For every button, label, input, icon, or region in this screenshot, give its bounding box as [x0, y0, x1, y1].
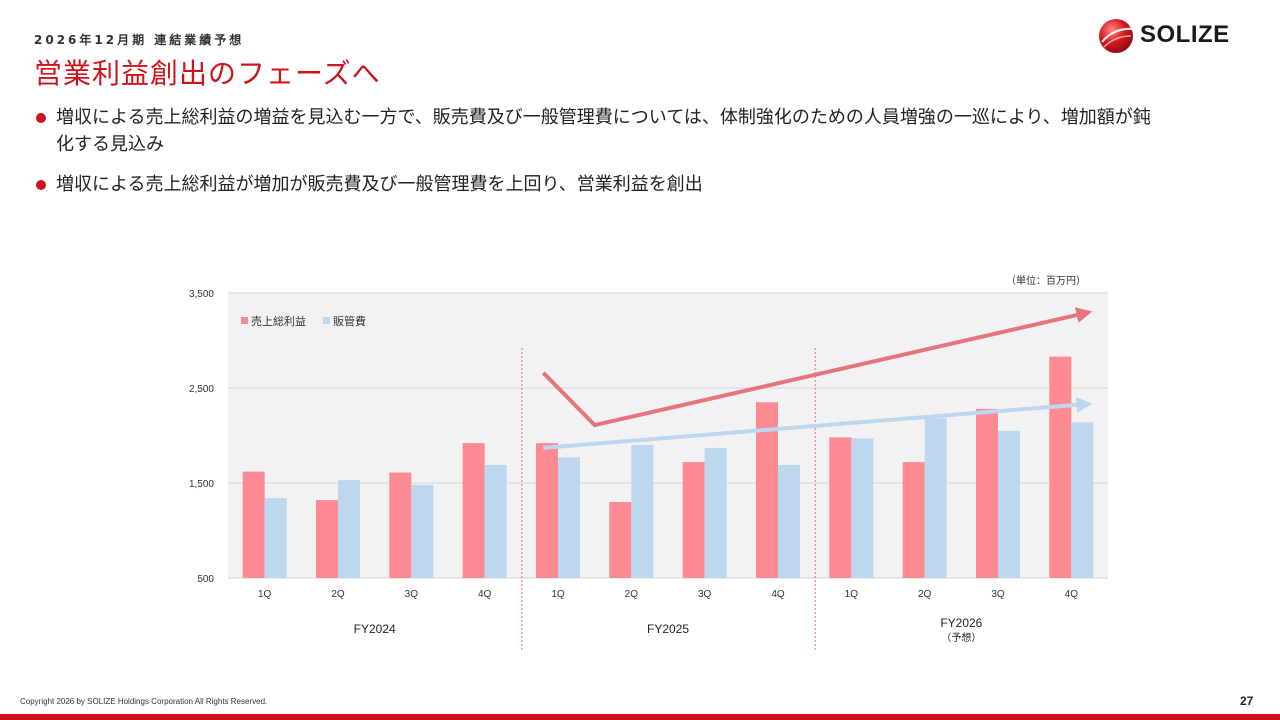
bar-sga [851, 438, 874, 578]
legend-label: 販管費 [333, 314, 366, 328]
y-tick-label: 500 [197, 574, 214, 585]
bullet-item: 増収による売上総利益が増加が販売費及び一般管理費を上回り、営業利益を創出 [34, 171, 1164, 198]
x-tick-label: 3Q [991, 589, 1005, 600]
unit-label: （単位：百万円） [1006, 274, 1086, 287]
bar-gross-profit [976, 408, 998, 578]
bar-gross-profit [536, 443, 558, 578]
y-tick-label: 1,500 [189, 479, 214, 490]
bar-gross-profit [316, 500, 338, 578]
bullet-item: 増収による売上総利益の増益を見込む一方で、販売費及び一般管理費については、体制強… [34, 104, 1164, 158]
bullet-dot-icon [36, 113, 46, 123]
bar-gross-profit [389, 472, 412, 578]
x-tick-label: 2Q [331, 589, 345, 600]
bar-sga [924, 418, 947, 578]
bar-gross-profit [682, 462, 705, 578]
bar-gross-profit [1049, 356, 1072, 578]
bullet-text: 増収による売上総利益の増益を見込む一方で、販売費及び一般管理費については、体制強… [56, 107, 1151, 155]
solize-logo: SOLIZE [1098, 16, 1248, 56]
bar-sga [264, 498, 287, 578]
bullet-dot-icon [36, 180, 46, 190]
x-tick-label: 2Q [918, 589, 932, 600]
bar-sga [998, 430, 1020, 578]
fiscal-year-label: FY2025 [647, 622, 689, 636]
bottom-accent-bar [0, 714, 1280, 720]
legend-swatch [241, 317, 248, 324]
bullet-text: 増収による売上総利益が増加が販売費及び一般管理費を上回り、営業利益を創出 [56, 174, 703, 195]
solize-logo-icon [1099, 19, 1133, 53]
x-tick-label: 4Q [478, 589, 492, 600]
x-tick-label: 4Q [771, 589, 785, 600]
page-subtitle: 2026年12月期 連結業績予想 [34, 33, 245, 47]
bar-sga [778, 464, 800, 578]
bar-sga [411, 484, 434, 578]
bar-sga [558, 457, 580, 578]
page-title: 営業利益創出のフェーズへ [34, 57, 381, 90]
bar-gross-profit [609, 502, 632, 578]
page-number: 27 [1240, 694, 1254, 708]
x-tick-label: 4Q [1065, 589, 1079, 600]
x-tick-label: 3Q [405, 589, 419, 600]
trend-arrow [541, 307, 1093, 428]
copyright-text: Copyright 2026 by SOLIZE Holdings Corpor… [20, 697, 268, 706]
legend-label: 売上総利益 [251, 314, 306, 328]
bar-gross-profit [242, 471, 265, 578]
fiscal-year-label: FY2026 [940, 616, 982, 630]
bar-gross-profit [829, 437, 852, 578]
bar-gross-profit [756, 402, 778, 578]
bar-sga [631, 445, 654, 578]
trend-arrow [543, 396, 1093, 450]
bullet-list: 増収による売上総利益の増益を見込む一方で、販売費及び一般管理費については、体制強… [34, 104, 1164, 211]
x-tick-label: 2Q [625, 589, 639, 600]
bar-sga [338, 480, 360, 578]
x-tick-label: 1Q [258, 589, 272, 600]
y-tick-label: 2,500 [189, 384, 214, 395]
x-tick-label: 1Q [551, 589, 565, 600]
y-tick-label: 3,500 [189, 289, 214, 300]
fiscal-year-sublabel: （予想） [941, 631, 981, 644]
logo-text: SOLIZE [1140, 21, 1230, 48]
legend-swatch [323, 317, 330, 324]
bar-sga [1071, 422, 1094, 578]
bar-gross-profit [902, 462, 925, 578]
x-tick-label: 1Q [845, 589, 859, 600]
bar-sga [704, 447, 727, 578]
x-tick-label: 3Q [698, 589, 712, 600]
bar-sga [484, 464, 507, 578]
bar-gross-profit [462, 443, 485, 578]
fiscal-year-label: FY2024 [354, 622, 396, 636]
